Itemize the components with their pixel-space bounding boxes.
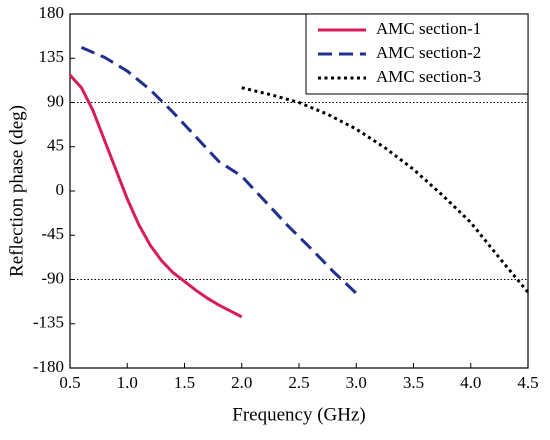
x-tick-label: 1.0: [117, 373, 138, 392]
y-tick-label: 90: [47, 91, 64, 110]
x-tick-label: 4.5: [517, 373, 538, 392]
x-tick-label: 3.5: [403, 373, 424, 392]
y-tick-label: 135: [39, 47, 65, 66]
series-line: [68, 73, 243, 319]
y-tick-label: 45: [47, 136, 64, 155]
y-tick-label: 0: [56, 180, 65, 199]
x-tick-label: 1.5: [174, 373, 195, 392]
y-tick-label: -135: [33, 313, 64, 332]
x-tick-label: 4.0: [460, 373, 481, 392]
y-tick-label: -90: [41, 268, 64, 287]
x-tick-label: 0.5: [59, 373, 80, 392]
legend-label: AMC section-3: [376, 67, 481, 86]
y-tick-label: -180: [33, 357, 64, 376]
x-tick-label: 3.0: [346, 373, 367, 392]
y-tick-label: 180: [39, 3, 65, 22]
y-axis-label: Reflection phase (deg): [6, 105, 27, 277]
series-line: [80, 46, 358, 295]
x-tick-label: 2.5: [288, 373, 309, 392]
y-tick-label: -45: [41, 224, 64, 243]
legend-label: AMC section-2: [376, 43, 481, 62]
x-tick-label: 2.0: [231, 373, 252, 392]
series-line: [241, 86, 530, 294]
legend-label: AMC section-1: [376, 19, 481, 38]
x-axis-label: Frequency (GHz): [232, 404, 365, 425]
